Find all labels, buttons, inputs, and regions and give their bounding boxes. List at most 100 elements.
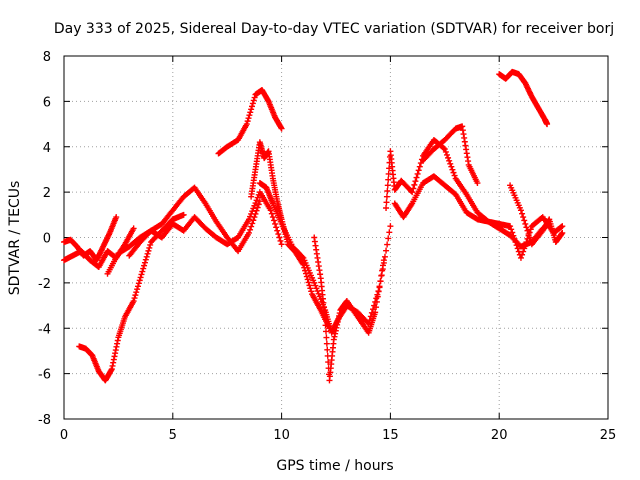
data-point (248, 223, 255, 230)
data-point (248, 106, 255, 113)
data-point (268, 210, 275, 217)
data-point (141, 262, 148, 269)
data-point (524, 227, 531, 234)
data-point (322, 322, 329, 329)
data-point (413, 174, 420, 181)
data-point (249, 100, 256, 107)
data-point (522, 242, 529, 249)
data-point (131, 295, 138, 302)
data-point (130, 225, 137, 232)
y-tick-label: 6 (43, 95, 51, 110)
y-tick-labels: -8 -6 -4 -2 0 2 4 6 8 (38, 50, 51, 428)
data-point (386, 165, 393, 172)
data-point (253, 197, 260, 204)
data-point (308, 288, 315, 295)
data-point (322, 328, 329, 335)
data-point (244, 118, 251, 125)
data-point (247, 109, 254, 116)
data-point (246, 112, 253, 119)
data-point (243, 121, 250, 128)
data-point (247, 226, 254, 233)
data-point (369, 306, 376, 313)
x-tick-label: 5 (169, 428, 177, 443)
data-point (303, 273, 310, 280)
x-tick-label: 0 (60, 428, 68, 443)
y-tick-label: 2 (43, 186, 51, 201)
data-point (442, 148, 449, 155)
data-point (137, 274, 144, 281)
data-point (519, 251, 526, 258)
data-point (254, 204, 261, 211)
y-tick-label: -4 (38, 322, 51, 337)
data-point (445, 154, 452, 161)
data-point (449, 166, 456, 173)
data-point (305, 279, 312, 286)
data-point (374, 293, 381, 300)
data-point (130, 298, 137, 305)
data-point (441, 146, 448, 153)
data-point (140, 265, 147, 272)
data-point (414, 170, 421, 177)
x-axis-label: GPS time / hours (276, 458, 393, 474)
data-point (507, 223, 514, 230)
y-tick-label: -6 (38, 368, 51, 383)
data-point (272, 220, 279, 227)
data-point (446, 157, 453, 164)
data-point (273, 224, 280, 231)
data-point (383, 193, 390, 200)
data-point (146, 244, 153, 251)
data-point (412, 178, 419, 185)
data-point (375, 288, 382, 295)
data-point (299, 253, 306, 260)
data-point (134, 283, 141, 290)
data-point (527, 226, 534, 233)
data-point (133, 289, 140, 296)
data-point (519, 210, 526, 217)
series-trace-2 (61, 225, 137, 270)
data-point (380, 257, 387, 264)
data-point (247, 213, 254, 220)
series-trace-10 (383, 136, 546, 250)
data-point (274, 227, 281, 234)
data-point (325, 359, 332, 366)
data-point (139, 268, 146, 275)
data-point (136, 277, 143, 284)
data-point (509, 229, 516, 236)
data-point (306, 282, 313, 289)
data-point (520, 214, 527, 221)
data-point (517, 207, 524, 214)
y-tick-label: 8 (43, 50, 51, 65)
data-point (138, 271, 145, 278)
data-point (443, 151, 450, 158)
data-point (523, 224, 530, 231)
data-point (143, 253, 150, 260)
data-point (313, 285, 320, 292)
data-point (315, 290, 322, 297)
data-point (249, 208, 256, 215)
data-point (521, 217, 528, 224)
data-point (132, 292, 139, 299)
data-point (373, 304, 380, 311)
series-trace-14 (507, 182, 566, 248)
data-point (387, 223, 394, 230)
data-point (252, 200, 259, 207)
data-point (450, 169, 457, 176)
data-point (521, 245, 528, 252)
data-point (276, 234, 283, 241)
data-point (559, 223, 566, 230)
data-point (410, 185, 417, 192)
data-point (385, 176, 392, 183)
data-point (113, 214, 120, 221)
data-point (248, 210, 255, 217)
data-point (517, 254, 524, 261)
data-point (378, 272, 385, 279)
data-point (415, 167, 422, 174)
data-point (147, 241, 154, 248)
data-point (448, 163, 455, 170)
data-point (526, 234, 533, 241)
data-point (250, 97, 257, 104)
series-trace-12 (420, 123, 481, 187)
data-point (254, 194, 261, 201)
data-point (277, 237, 284, 244)
